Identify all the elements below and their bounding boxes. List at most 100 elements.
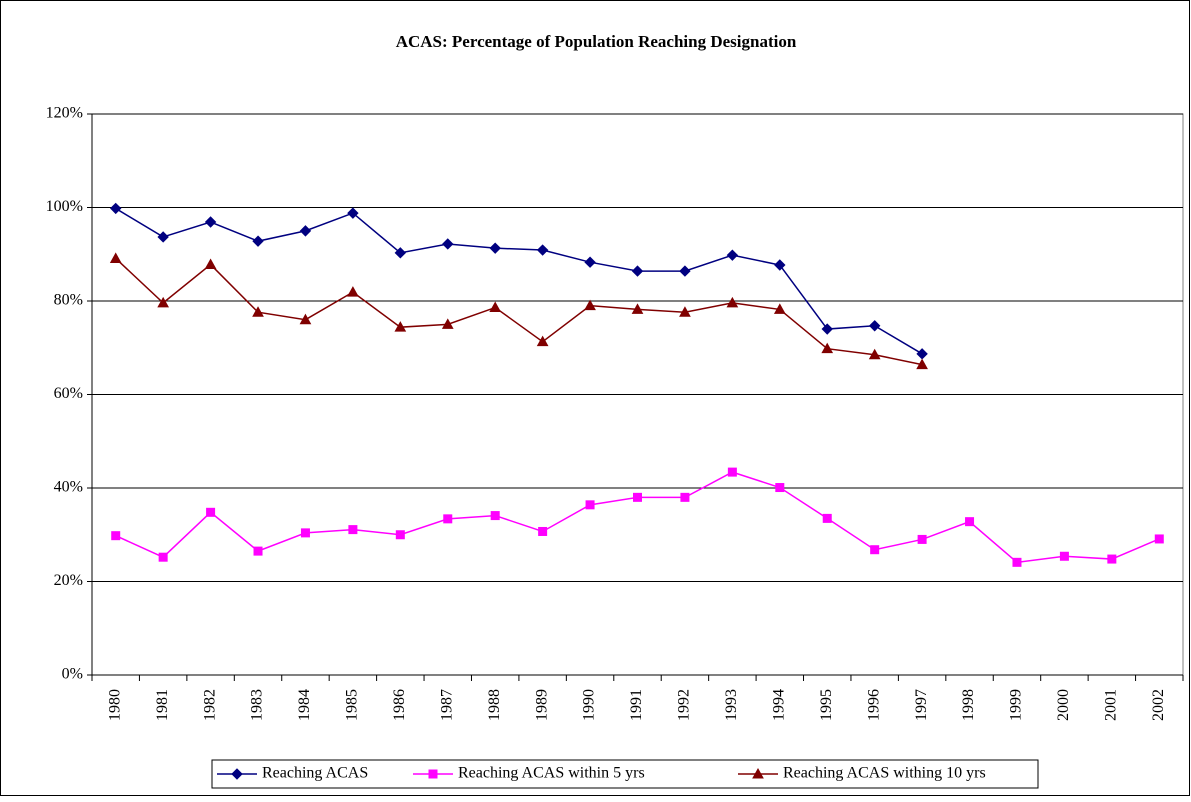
y-tick-label: 20% [54, 572, 83, 589]
x-tick-label: 2000 [1055, 689, 1072, 721]
data-point [584, 299, 596, 311]
data-point [394, 247, 407, 259]
data-point [204, 216, 217, 228]
x-tick-label: 1988 [486, 689, 503, 721]
y-tick-label: 0% [62, 666, 83, 683]
data-point [679, 306, 691, 317]
x-tick-label: 1982 [201, 689, 218, 721]
data-point [917, 534, 927, 544]
x-tick-label: 1993 [723, 689, 740, 721]
x-tick-label: 1981 [154, 689, 171, 721]
data-point [631, 265, 644, 277]
data-point [679, 265, 691, 277]
data-point [1059, 551, 1069, 561]
legend-label: Reaching ACAS withing 10 yrs [783, 765, 986, 782]
data-point [536, 244, 549, 256]
data-point [442, 238, 454, 250]
legend-label: Reaching ACAS [262, 765, 368, 782]
data-point [347, 207, 359, 219]
data-point [680, 492, 690, 502]
data-point [822, 513, 832, 523]
x-tick-label: 1997 [913, 689, 930, 721]
data-point [252, 306, 264, 317]
data-point [775, 483, 785, 493]
data-point [109, 252, 122, 263]
data-point [821, 342, 834, 354]
data-point [253, 546, 263, 556]
x-tick-label: 1985 [344, 689, 361, 721]
data-point [299, 313, 312, 325]
data-point [1154, 534, 1164, 544]
legend-marker [231, 768, 243, 780]
legend-marker [752, 767, 764, 779]
data-point [536, 335, 549, 347]
data-point [441, 318, 454, 329]
data-point [348, 525, 358, 535]
data-point [774, 259, 786, 271]
data-point [489, 242, 501, 254]
data-point [631, 303, 644, 314]
data-point [585, 500, 595, 510]
x-tick-label: 1986 [391, 689, 408, 721]
data-point [204, 258, 217, 270]
x-tick-label: 1980 [106, 689, 123, 721]
series-line [115, 257, 923, 366]
data-point [300, 528, 310, 538]
data-point [158, 552, 168, 562]
x-tick-label: 1996 [865, 689, 882, 721]
y-tick-label: 120% [46, 105, 83, 122]
data-point [206, 507, 216, 517]
x-tick-label: 1989 [533, 689, 550, 721]
data-point [868, 348, 881, 360]
x-tick-label: 1987 [438, 689, 455, 721]
data-point [489, 301, 502, 313]
data-point [1012, 557, 1022, 567]
x-tick-label: 1998 [960, 689, 977, 721]
series-line [115, 207, 923, 355]
x-tick-label: 1999 [1008, 689, 1025, 721]
data-point [443, 514, 453, 524]
x-tick-label: 1994 [770, 689, 787, 721]
data-point [633, 492, 642, 502]
data-point [395, 530, 405, 540]
data-point [299, 225, 312, 237]
data-point [538, 526, 548, 536]
data-point [157, 296, 170, 308]
data-point [821, 323, 833, 335]
data-point [584, 256, 596, 268]
x-tick-label: 1995 [818, 689, 835, 721]
data-point [252, 235, 264, 247]
data-point [870, 545, 880, 555]
y-tick-label: 40% [54, 479, 83, 496]
x-tick-label: 1992 [676, 689, 693, 721]
data-point [727, 467, 737, 477]
legend-box [211, 759, 1039, 789]
data-point [394, 321, 407, 332]
data-point [1107, 554, 1117, 564]
x-tick-label: 2001 [1103, 689, 1120, 721]
data-point [965, 517, 975, 527]
y-tick-label: 80% [54, 292, 83, 309]
legend-label: Reaching ACAS within 5 yrs [458, 765, 645, 782]
x-tick-label: 1983 [249, 689, 266, 721]
data-point [157, 231, 169, 243]
data-point [916, 358, 928, 370]
data-point [490, 511, 500, 521]
y-tick-label: 100% [46, 198, 83, 215]
x-tick-label: 1984 [296, 689, 313, 721]
y-tick-label: 60% [54, 385, 83, 402]
data-point [773, 303, 786, 314]
data-point [726, 296, 739, 308]
data-point [868, 320, 881, 332]
x-tick-label: 1990 [581, 689, 598, 721]
data-point [110, 202, 122, 215]
data-point [726, 249, 739, 261]
data-point [111, 531, 121, 541]
data-point [347, 286, 359, 297]
legend-marker [428, 769, 438, 779]
x-tick-label: 2002 [1150, 689, 1167, 721]
x-tick-label: 1991 [628, 689, 645, 721]
chart-title: ACAS: Percentage of Population Reaching … [396, 32, 797, 51]
